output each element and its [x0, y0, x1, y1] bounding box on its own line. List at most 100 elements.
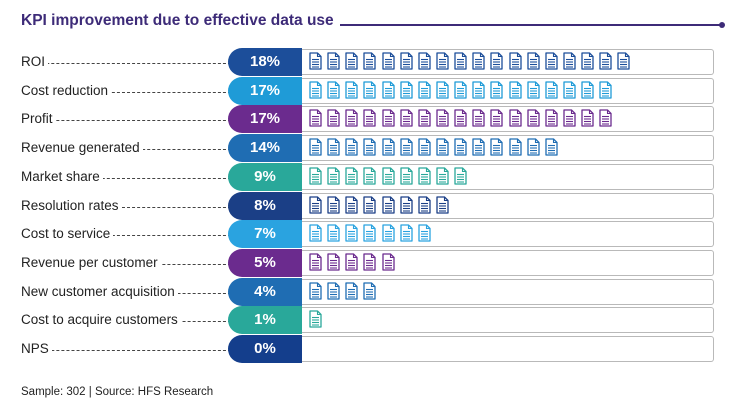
document-icon [400, 224, 413, 242]
value-badge: 4% [228, 277, 302, 306]
document-icon [581, 52, 594, 70]
document-icon [309, 138, 322, 156]
document-icon [309, 281, 322, 300]
document-icon [400, 52, 413, 70]
value-badge: 1% [228, 306, 302, 335]
document-icon [436, 81, 449, 99]
kpi-label: NPS [21, 341, 52, 356]
kpi-label: Cost reduction [21, 82, 112, 98]
chart-title: KPI improvement due to effective data us… [21, 12, 334, 29]
icon-bar [309, 167, 472, 187]
document-icon [581, 109, 594, 128]
document-icon [363, 81, 377, 99]
value-badge: 17% [228, 76, 302, 105]
document-icon [581, 81, 594, 99]
leader-dots [21, 91, 231, 93]
document-icon [309, 253, 322, 271]
kpi-label: Cost to service [21, 226, 114, 242]
leader-dots [21, 235, 231, 237]
document-icon [400, 138, 413, 156]
icon-bar [309, 138, 563, 158]
document-icon [381, 224, 395, 242]
document-icon [381, 138, 395, 156]
bar-track [290, 77, 714, 104]
document-icon [472, 52, 485, 70]
kpi-row: ROI 18% [0, 48, 729, 77]
document-icon [345, 81, 358, 99]
document-icon [400, 195, 413, 214]
document-icon [418, 109, 431, 128]
document-icon [345, 138, 358, 156]
document-icon [309, 224, 322, 242]
leader-dots [21, 63, 231, 64]
document-icon [381, 109, 395, 128]
document-icon [599, 52, 612, 70]
document-icon [527, 52, 540, 70]
document-icon [400, 167, 413, 185]
document-icon [309, 310, 322, 328]
document-icon [309, 167, 322, 185]
document-icon [381, 81, 395, 99]
document-icon [327, 167, 340, 185]
kpi-row: Cost to service 7% [0, 220, 729, 249]
bar-track [290, 106, 714, 133]
document-icon [400, 109, 413, 128]
kpi-label: Revenue per customer [21, 254, 161, 270]
bar-track [290, 163, 714, 190]
document-icon [381, 253, 395, 271]
document-icon [309, 52, 322, 70]
document-icon [563, 109, 576, 128]
document-icon [545, 52, 558, 70]
document-icon [508, 109, 522, 128]
document-icon [327, 52, 340, 70]
document-icon [472, 138, 485, 156]
value-badge: 0% [228, 335, 302, 363]
kpi-label: Market share [21, 168, 103, 184]
document-icon [363, 52, 377, 70]
document-icon [436, 167, 449, 185]
document-icon [454, 81, 467, 99]
leader-dots [21, 206, 231, 208]
kpi-label: Cost to acquire customers [21, 312, 181, 328]
bar-track [290, 278, 714, 305]
document-icon [381, 195, 395, 214]
icon-bar [309, 281, 382, 302]
document-icon [545, 109, 558, 128]
kpi-label: Profit [21, 111, 56, 127]
document-icon [490, 138, 504, 156]
document-icon [527, 138, 540, 156]
document-icon [545, 138, 558, 156]
document-icon [345, 253, 358, 271]
icon-bar [309, 81, 617, 101]
document-icon [363, 167, 377, 185]
document-icon [381, 52, 395, 70]
document-icon [345, 167, 358, 185]
value-badge: 7% [228, 220, 302, 249]
document-icon [617, 52, 631, 70]
document-icon [327, 195, 340, 214]
document-icon [363, 224, 377, 242]
value-badge: 9% [228, 162, 302, 191]
document-icon [327, 253, 340, 271]
document-icon [599, 109, 612, 128]
icon-bar [309, 253, 400, 273]
document-icon [327, 138, 340, 156]
document-icon [418, 81, 431, 99]
icon-bar [309, 52, 636, 72]
document-icon [436, 138, 449, 156]
document-icon [309, 109, 322, 128]
document-icon [490, 81, 504, 99]
document-icon [472, 109, 485, 128]
value-badge: 17% [228, 105, 302, 134]
value-badge: 5% [228, 248, 302, 277]
kpi-row: Cost to acquire customers 1% [0, 306, 729, 335]
document-icon [327, 109, 340, 128]
document-icon [309, 81, 322, 99]
document-icon [454, 138, 467, 156]
kpi-label: Resolution rates [21, 197, 122, 213]
kpi-row: NPS 0% [0, 335, 729, 364]
document-icon [363, 109, 377, 128]
bar-track [290, 336, 714, 362]
leader-dots [21, 177, 231, 179]
document-icon [490, 109, 504, 128]
